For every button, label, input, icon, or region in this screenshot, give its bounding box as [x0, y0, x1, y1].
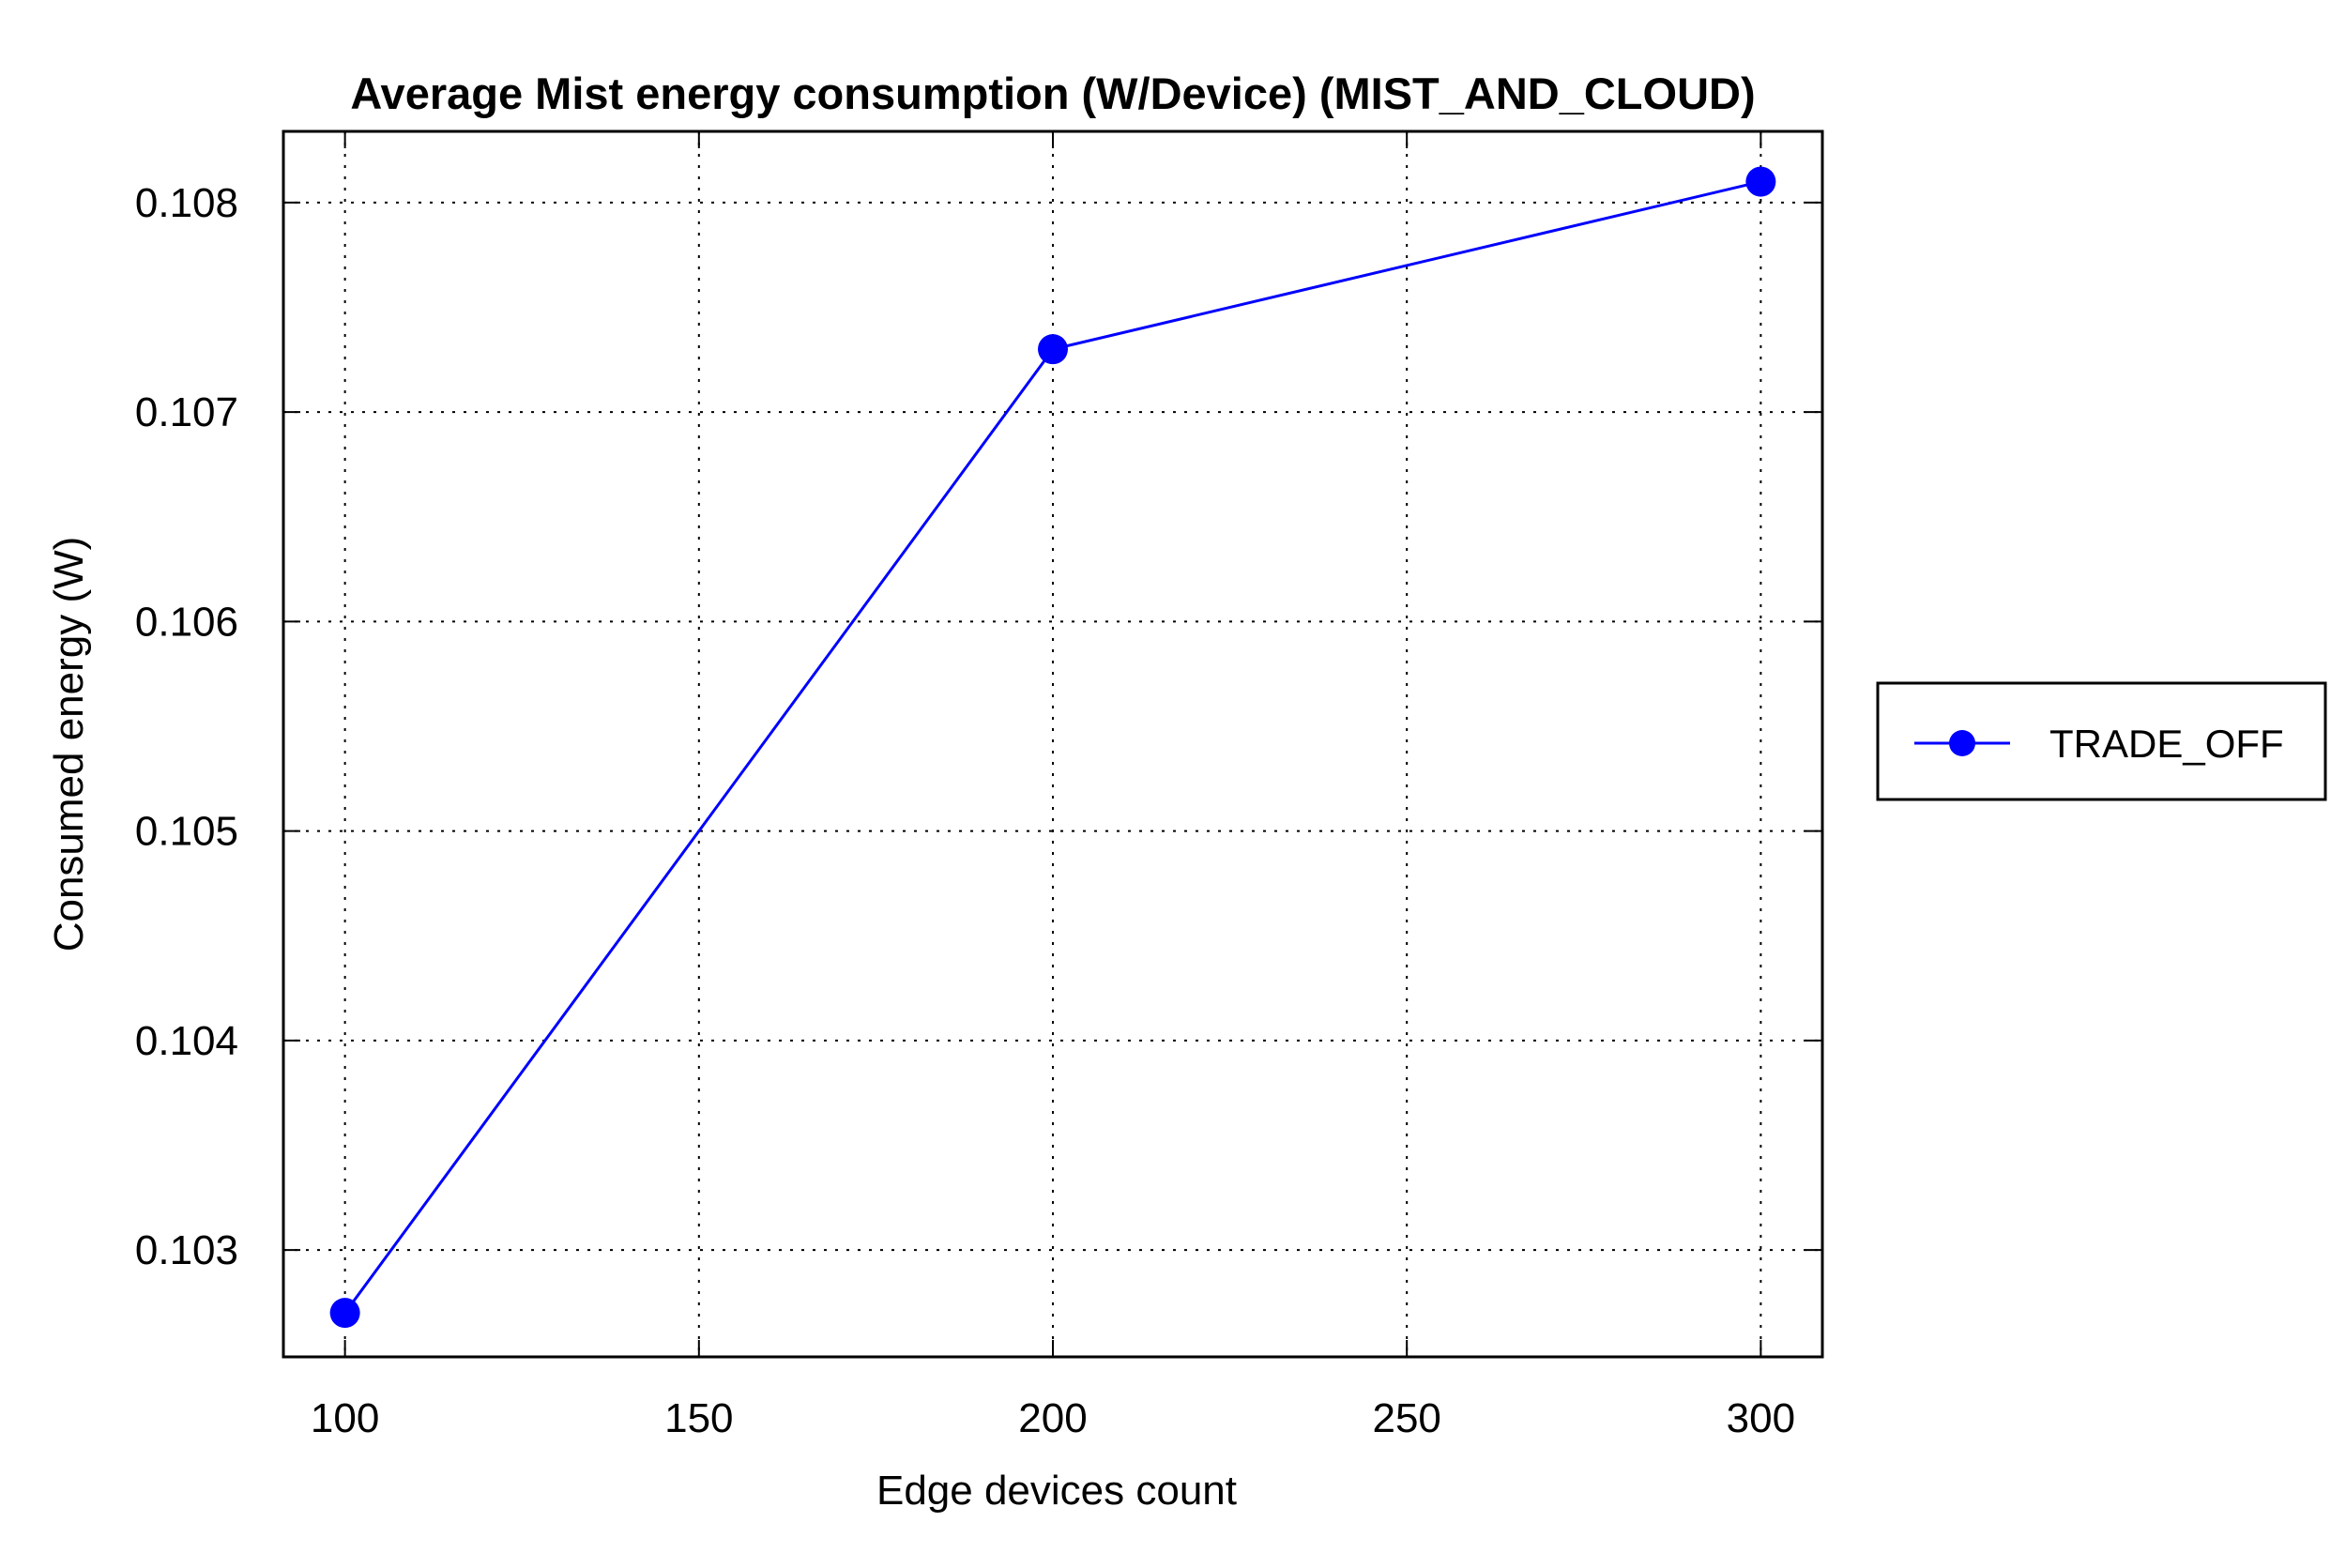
- grid: [283, 131, 1822, 1357]
- x-tick-label: 200: [1018, 1395, 1087, 1441]
- tick-labels: 100 150 200 250 300 0.103 0.104 0.105 0.106 0.107…: [135, 180, 1795, 1441]
- legend-marker-trade-off: [1949, 730, 1975, 756]
- series: [329, 166, 1776, 1329]
- y-axis-label: Consumed energy (W): [46, 537, 92, 952]
- legend: TRADE_OFF: [1876, 681, 2327, 801]
- ticks: [283, 131, 1822, 1357]
- y-tick-label: 0.104: [135, 1018, 238, 1064]
- x-tick-label: 100: [311, 1395, 379, 1441]
- data-point: [1038, 334, 1068, 365]
- x-axis-label: Edge devices count: [876, 1468, 1237, 1514]
- data-point: [1745, 166, 1776, 197]
- y-tick-label: 0.108: [135, 180, 238, 226]
- x-tick-label: 300: [1727, 1395, 1795, 1441]
- data-point: [329, 1298, 360, 1329]
- x-tick-label: 150: [664, 1395, 733, 1441]
- y-tick-label: 0.106: [135, 599, 238, 645]
- y-tick-label: 0.107: [135, 389, 238, 435]
- plot-frame: [282, 129, 1824, 1359]
- x-tick-label: 250: [1372, 1395, 1440, 1441]
- legend-label-trade-off: TRADE_OFF: [2049, 722, 2284, 766]
- chart-title: Average Mist energy consumption (W/Devic…: [350, 69, 1755, 118]
- y-tick-label: 0.103: [135, 1227, 238, 1273]
- y-tick-label: 0.105: [135, 809, 238, 855]
